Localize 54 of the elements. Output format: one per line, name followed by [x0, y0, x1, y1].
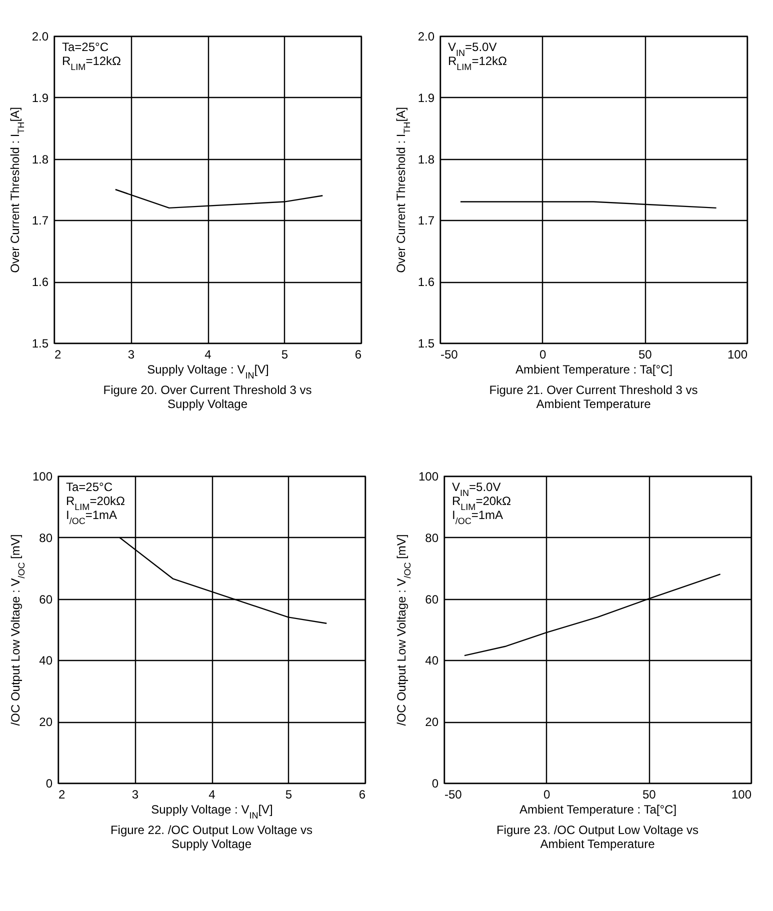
x-tick-label: 5: [285, 788, 292, 802]
x-tick-label: 4: [204, 348, 212, 362]
y-tick-label: 1.5: [32, 336, 49, 350]
x-tick-label: 2: [54, 348, 62, 362]
y-tick-label: 40: [425, 654, 439, 668]
y-tick-label: 100: [32, 470, 53, 484]
y-tick-label: 80: [39, 530, 53, 545]
text: Figure 23. /OC Output Low Voltage vs Ambient Temperature: [496, 823, 699, 851]
y-tick-label: 0: [432, 776, 439, 790]
y-tick-label: 1.9: [418, 90, 435, 105]
x-tick-label: 4: [208, 788, 216, 802]
y-tick-label: 60: [39, 592, 53, 606]
x-tick-label: 50: [638, 348, 652, 362]
annotation: R$_{LIM}$=12kΩ: [62, 54, 122, 72]
x-tick-label: 50: [642, 788, 656, 802]
x-tick-label: 3: [128, 348, 135, 362]
annotation: Ta=25°C: [66, 480, 113, 494]
y-tick-label: 1.6: [32, 275, 49, 290]
x-axis-title: Supply Voltage : V$_{IN}$[V]: [147, 362, 269, 380]
y-tick-label: 1.5: [418, 336, 435, 350]
x-tick-label: -50: [440, 348, 458, 362]
x-tick-label: 0: [543, 788, 550, 802]
x-tick-label: 5: [281, 348, 288, 362]
y-tick-label: 2.0: [32, 30, 49, 44]
y-tick-label: 60: [425, 592, 439, 606]
y-tick-label: 20: [425, 715, 439, 730]
y-tick-label: 2.0: [418, 30, 435, 44]
y-tick-label: 80: [425, 530, 439, 545]
y-tick-label: 0: [46, 776, 53, 790]
x-axis-title: Supply Voltage : V$_{IN}$[V]: [151, 802, 273, 820]
y-tick-label: 40: [39, 654, 53, 668]
y-tick-label: 100: [418, 470, 439, 484]
x-tick-label: 6: [354, 348, 362, 362]
y-tick-label: 1.7: [418, 214, 435, 228]
y-tick-label: 1.6: [418, 275, 435, 290]
y-tick-label: 20: [39, 715, 53, 730]
text: Figure 22. /OC Output Low Voltage vs Supply Voltage: [110, 823, 313, 851]
y-tick-label: 1.8: [418, 152, 435, 166]
y-tick-label: 1.9: [32, 90, 49, 105]
y-tick-label: 1.7: [32, 214, 49, 228]
annotation: R$_{LIM}$=20kΩ: [66, 494, 126, 512]
x-tick-label: 2: [58, 788, 66, 802]
x-axis-title: Ambient Temperature : Ta[°C]: [515, 362, 673, 376]
text: Figure 20. Over Current Threshold 3 vs Supply Voltage: [103, 383, 312, 411]
x-tick-label: 3: [132, 788, 139, 802]
x-tick-label: 0: [539, 348, 546, 362]
x-tick-label: 100: [727, 348, 748, 362]
x-tick-label: 100: [731, 788, 752, 802]
x-tick-label: 6: [358, 788, 366, 802]
annotation: Ta=25°C: [62, 40, 109, 54]
text: Figure 21. Over Current Threshold 3 vs Ambient Temperature: [489, 383, 698, 411]
y-tick-label: 1.8: [32, 152, 49, 166]
x-axis-title: Ambient Temperature : Ta[°C]: [519, 802, 677, 816]
x-tick-label: -50: [444, 788, 462, 802]
